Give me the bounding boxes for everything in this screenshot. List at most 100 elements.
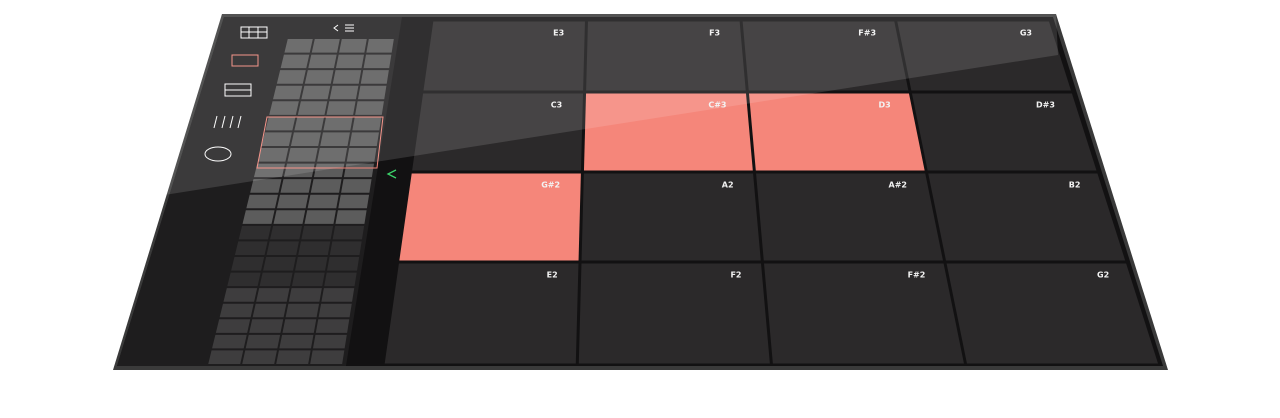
collapse-arrow[interactable] [386,169,397,179]
pad[interactable] [581,173,761,261]
mini-cell [270,225,303,240]
mini-cell [313,163,345,178]
pad-label: D#3 [1036,101,1055,110]
split-mode-icon[interactable] [224,83,252,97]
pad-label: G3 [1020,29,1032,38]
pad-label: F2 [730,271,741,280]
mini-cell [308,54,337,69]
mini-cell [231,257,265,271]
mini-cell [234,241,268,255]
circle-mode-icon[interactable] [204,146,232,162]
pad[interactable] [748,93,925,171]
mini-cell [261,132,292,146]
pad-label: F#3 [858,29,876,38]
pad-label: G#2 [541,181,560,190]
mini-cell [252,303,287,318]
mini-cell [346,148,377,162]
menu-icon[interactable] [333,24,354,32]
mini-cell [250,179,282,193]
pad[interactable] [911,93,1097,171]
mini-cell [317,148,348,162]
mini-cell [245,334,281,349]
mini-cell [280,179,312,193]
strip-mode-icon[interactable] [213,115,242,129]
mini-cell [327,257,360,271]
mini-cell [360,70,389,84]
mini-cell [297,101,328,115]
pad[interactable] [928,173,1126,261]
pad-label: A2 [722,181,734,190]
pad[interactable] [764,263,964,364]
pad[interactable] [586,21,746,91]
mini-cell [257,148,289,162]
mini-cell [298,241,331,255]
mini-cell [338,194,370,209]
view-window [256,116,384,169]
sidebar-icons [204,24,397,179]
mini-cell [332,225,365,240]
pad[interactable] [578,263,770,364]
mini-cell [212,334,247,349]
mini-cell [291,272,325,287]
mini-cell [256,288,290,302]
mini-cell [263,257,296,271]
pad-label: C#3 [708,101,726,110]
mini-cell [304,210,336,224]
pad[interactable] [399,173,581,261]
mini-cell [253,163,285,178]
mini-cell [352,116,382,131]
mini-cell [223,288,258,302]
mini-cell [343,163,375,178]
mini-cell [246,194,279,209]
mini-cell [219,303,254,318]
pad[interactable] [756,173,943,261]
mini-cell [310,350,345,364]
mini-cell [276,350,311,364]
pad[interactable] [742,21,909,91]
mini-cell [320,132,350,146]
pad[interactable] [384,263,579,364]
mini-cell [266,241,299,255]
mini-cell [283,163,315,178]
mini-cell [269,101,299,115]
mini-cell [335,54,365,69]
grid-view-icon[interactable] [240,26,268,39]
mini-cell [310,179,342,193]
mini-cell [335,210,367,224]
gloss [158,14,1058,196]
pad-label: F#2 [908,271,926,280]
mini-cell [290,132,321,146]
pad-label: B2 [1069,181,1081,190]
pad-label: F3 [709,29,720,38]
mini-cell [242,210,275,224]
pad-mode-icon[interactable] [231,54,259,67]
pad[interactable] [897,21,1071,91]
mini-cell [259,272,293,287]
mini-cell [341,179,372,193]
mini-cell [280,54,310,69]
pad[interactable] [412,93,584,171]
mini-cell [273,210,306,224]
mini-cell [276,194,309,209]
mini-cell [312,334,347,349]
pad[interactable] [423,21,585,91]
mini-cell [326,101,356,115]
mini-cell [265,116,296,131]
pad[interactable] [946,263,1159,364]
mini-cell [318,303,352,318]
mini-cell [332,70,362,84]
mini-grid [208,39,394,364]
mini-cell [323,116,353,131]
mini-cell [349,132,379,146]
pad-label: C3 [551,101,562,110]
mini-cell [301,85,331,100]
mini-cell [301,225,334,240]
pad-label: E3 [553,29,564,38]
mini-cell [238,225,272,240]
pad[interactable] [583,93,753,171]
mini-cell [315,319,350,333]
pad-grid: E3 F3 F#3 G3 C3 C#3 D3 D#3 G#2 A2 A#2 B2 E2 F2 F#2 G2 [384,21,1159,364]
mini-cell [304,70,334,84]
